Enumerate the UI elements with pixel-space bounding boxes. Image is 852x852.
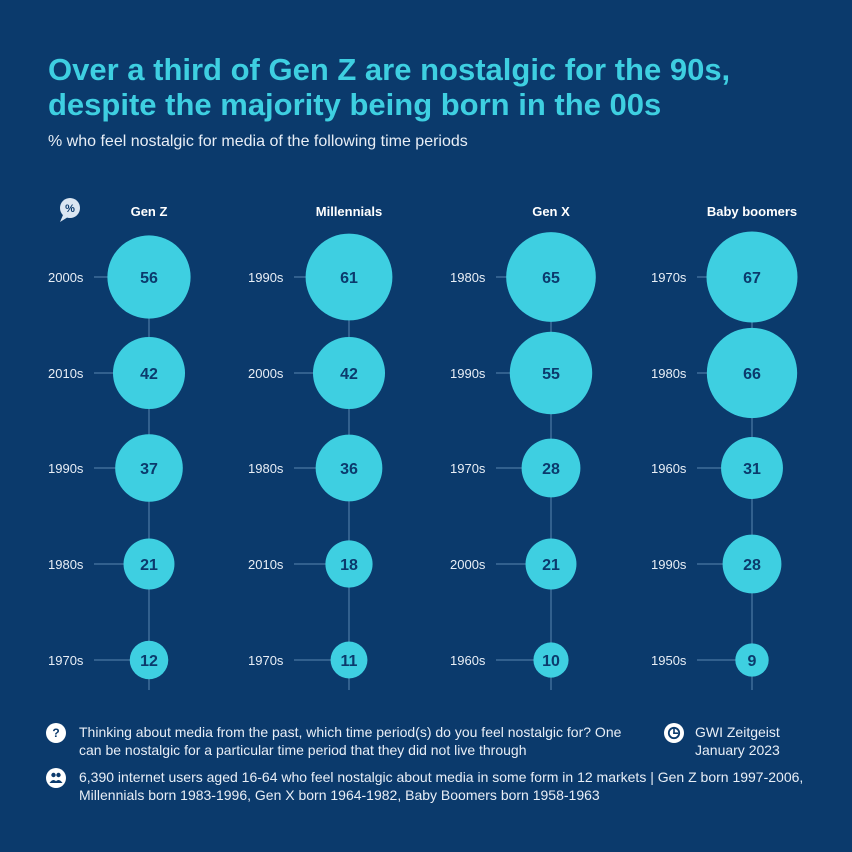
value-bubble — [325, 540, 373, 588]
value-bubble — [305, 233, 393, 321]
group-header: Millennials — [316, 204, 382, 219]
group-header: Gen X — [532, 204, 570, 219]
period-label: 1970s — [48, 653, 84, 668]
period-label: 1960s — [450, 653, 486, 668]
value-label: 11 — [341, 653, 358, 670]
period-label: 2000s — [450, 557, 486, 572]
value-bubble — [506, 232, 596, 322]
value-label: 42 — [340, 366, 358, 383]
value-bubble — [312, 336, 386, 410]
period-label: 2010s — [248, 557, 284, 572]
unit-badge-tail — [60, 215, 68, 222]
group-header: Baby boomers — [707, 204, 797, 219]
value-bubble — [115, 434, 183, 502]
value-label: 61 — [340, 270, 358, 287]
value-label: 21 — [140, 557, 158, 574]
period-label: 1990s — [48, 461, 84, 476]
source-name: GWI Zeitgeist — [695, 724, 780, 740]
period-label: 1990s — [450, 366, 486, 381]
period-label: 1950s — [651, 653, 687, 668]
question-text: Thinking about media from the past, whic… — [79, 724, 622, 758]
source-text: GWI Zeitgeist January 2023 — [695, 723, 825, 759]
unit-badge-icon — [60, 198, 80, 218]
period-label: 1970s — [651, 270, 687, 285]
value-bubble — [706, 327, 798, 419]
value-label: 28 — [542, 461, 560, 478]
period-label: 2000s — [248, 366, 284, 381]
value-bubble — [123, 538, 175, 590]
value-bubble — [129, 640, 169, 680]
value-label: 21 — [542, 557, 560, 574]
value-bubble — [525, 538, 577, 590]
chart-subtitle: % who feel nostalgic for media of the fo… — [48, 133, 468, 150]
value-label: 37 — [140, 461, 158, 478]
value-bubble — [107, 235, 191, 319]
period-label: 2010s — [48, 366, 84, 381]
value-label: 55 — [542, 366, 560, 383]
value-label: 36 — [340, 461, 358, 478]
value-bubble — [721, 437, 783, 499]
period-label: 1970s — [450, 461, 486, 476]
value-bubble — [521, 438, 581, 498]
value-bubble — [330, 641, 368, 679]
value-label: 31 — [743, 461, 761, 478]
period-label: 1980s — [450, 270, 486, 285]
value-label: 12 — [140, 653, 158, 670]
value-label: 67 — [743, 270, 761, 287]
value-label: 9 — [748, 653, 757, 670]
value-bubble — [112, 336, 186, 410]
period-label: 1970s — [248, 653, 284, 668]
source-date: January 2023 — [695, 742, 780, 758]
bubble-chart: % Gen Z 2000s 56 2010s 42 1990s 37 1980s 21 1970s 1… — [48, 198, 798, 690]
period-label: 1990s — [248, 270, 284, 285]
value-label: 28 — [743, 557, 761, 574]
value-bubble — [509, 331, 593, 415]
value-label: 65 — [542, 270, 560, 287]
value-label: 56 — [140, 270, 158, 287]
chart-title: Over a third of Gen Z are nostalgic for … — [48, 52, 731, 122]
people-icon — [46, 768, 66, 788]
period-label: 1990s — [651, 557, 687, 572]
sample-text: 6,390 internet users aged 16-64 who feel… — [79, 769, 804, 803]
period-label: 2000s — [48, 270, 84, 285]
value-label: 18 — [340, 557, 358, 574]
value-bubble — [315, 434, 383, 502]
value-label: 42 — [140, 366, 158, 383]
value-label: 10 — [542, 653, 560, 670]
value-bubble — [533, 642, 569, 678]
question-icon: ? — [46, 723, 66, 743]
period-label: 1960s — [651, 461, 687, 476]
value-bubble — [706, 231, 798, 323]
group-header: Gen Z — [131, 204, 168, 219]
period-label: 1980s — [48, 557, 84, 572]
period-label: 1980s — [651, 366, 687, 381]
value-label: 66 — [743, 366, 761, 383]
gwi-logo-icon — [664, 723, 684, 743]
value-bubble — [722, 534, 782, 594]
unit-badge-label: % — [65, 203, 75, 215]
value-bubble — [735, 643, 769, 677]
period-label: 1980s — [248, 461, 284, 476]
